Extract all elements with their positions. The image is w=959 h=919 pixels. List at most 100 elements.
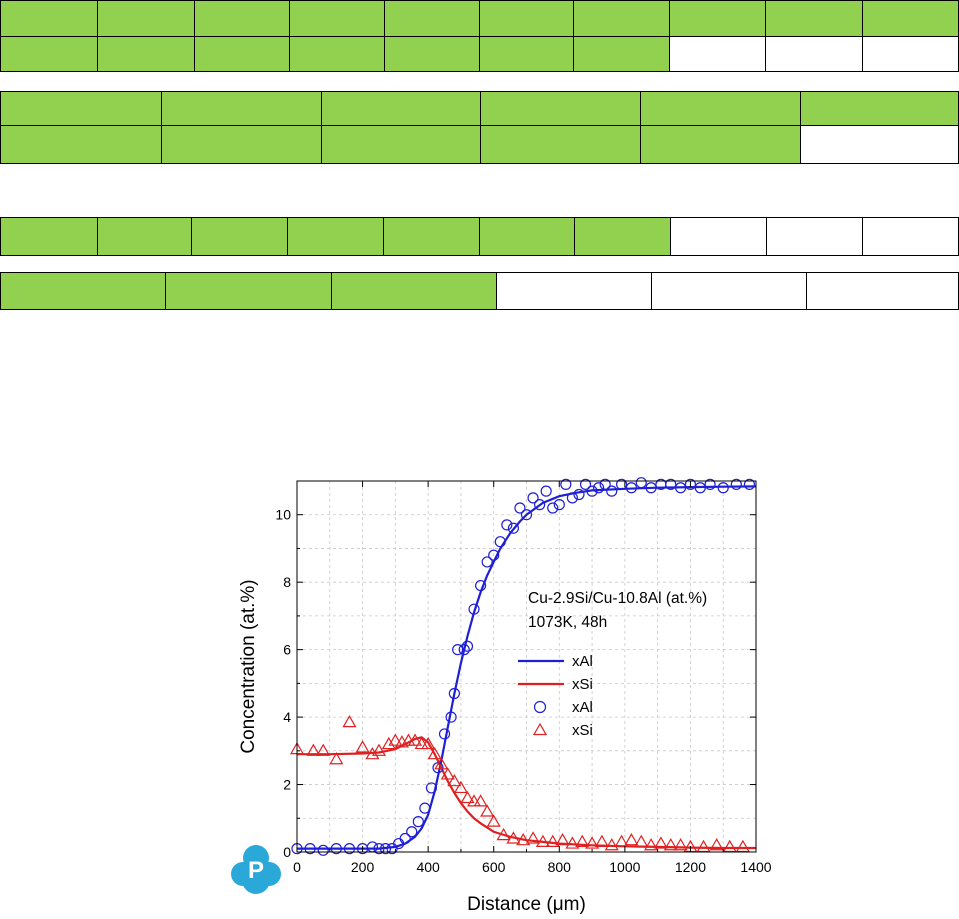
chart-ticks: 0 200 400 600 800 1000 1200 1400 0 2 4 6 8 10 <box>275 481 772 875</box>
data-point-xAl <box>379 843 392 855</box>
table-cell-filled <box>1 218 98 256</box>
data-point-xAl <box>412 816 424 828</box>
x-tick-label: 800 <box>548 859 572 875</box>
data-point-xAl <box>593 482 605 494</box>
data-point-xSi <box>735 839 750 853</box>
data-point-xAl <box>586 485 598 497</box>
data-point-xAl <box>514 502 526 514</box>
legend-swatch-circle <box>533 700 547 714</box>
table-cell-filled <box>479 218 576 256</box>
table-cell-empty <box>807 273 959 310</box>
data-point-xSi <box>316 743 331 756</box>
data-point-xAl <box>501 519 513 531</box>
data-point-xAl <box>635 477 647 489</box>
data-point-xSi <box>506 831 521 844</box>
data-point-xSi <box>585 836 600 849</box>
data-point-xAl <box>475 579 487 592</box>
data-point-xAl <box>599 478 611 490</box>
data-point-xSi <box>407 733 423 746</box>
table-cell-filled <box>161 126 322 164</box>
table-cell-filled <box>481 126 642 164</box>
chart-annotation-alloy: Cu-2.9Si/Cu-10.8Al (at.%) <box>528 590 707 607</box>
table-cell-filled <box>383 218 480 256</box>
data-point-xSi <box>535 834 550 847</box>
pandat-logo-icon: P <box>231 845 281 894</box>
data-point-xSi <box>381 736 396 750</box>
y-tick-label: 10 <box>275 507 291 523</box>
data-point-xAl <box>445 711 457 723</box>
data-point-xSi <box>663 838 678 851</box>
data-point-xAl <box>674 482 687 494</box>
data-point-xSi <box>722 839 737 853</box>
chart-legend: xAl xSi xAl xSi <box>518 653 593 739</box>
data-point-xAl <box>507 522 519 534</box>
data-point-xAl <box>366 841 379 853</box>
table-block-3-row-1 <box>0 217 959 256</box>
x-tick-label: 1400 <box>740 859 771 875</box>
table-cell-empty <box>671 218 768 256</box>
table-cell-filled <box>194 37 290 72</box>
data-point-xSi <box>427 746 442 760</box>
series-line-xAl <box>297 485 757 850</box>
data-point-xSi <box>634 834 649 847</box>
table-cell-filled <box>863 1 959 37</box>
data-point-xSi <box>516 832 531 846</box>
data-point-xAl <box>494 536 506 548</box>
table-cell-filled <box>321 126 482 164</box>
y-tick-label: 6 <box>283 642 291 658</box>
table-cell-filled <box>479 37 575 72</box>
data-point-xSi <box>565 836 580 849</box>
data-point-xSi <box>696 839 711 853</box>
legend-label: xAl <box>572 653 593 670</box>
data-point-xAl <box>438 728 451 740</box>
table-cell-filled <box>191 218 288 256</box>
table-block-1-row-1 <box>0 0 959 37</box>
table-cell-empty <box>863 218 959 256</box>
table-cell-filled <box>641 92 802 126</box>
y-tick-label: 4 <box>283 709 291 725</box>
table-cell-filled <box>1 37 98 72</box>
x-tick-label: 600 <box>482 859 506 875</box>
data-point-xSi <box>365 746 380 760</box>
legend-label: xSi <box>572 722 593 739</box>
table-cell-empty <box>652 273 808 310</box>
data-point-xSi <box>496 827 511 841</box>
data-point-xAl <box>452 644 464 656</box>
table-cell-empty <box>766 37 864 72</box>
table-cell-filled <box>194 1 290 37</box>
table-cell-filled <box>766 1 864 37</box>
data-point-xAl <box>665 478 677 490</box>
table-cell-filled <box>1 1 98 37</box>
data-point-xAl <box>704 478 716 490</box>
table-cell-filled <box>574 37 671 72</box>
data-point-xAl <box>488 549 500 561</box>
y-axis-title: Concentration (at.%) <box>238 579 259 753</box>
table-cell-filled <box>384 1 480 37</box>
table-block-4-row-1 <box>0 272 959 310</box>
data-point-xAl <box>330 843 342 855</box>
data-point-xAl <box>684 478 697 490</box>
logo-letter: P <box>248 857 264 884</box>
data-point-xAl <box>547 502 559 514</box>
x-tick-label: 1200 <box>675 859 706 875</box>
data-point-xAl <box>481 556 493 568</box>
legend-label: xSi <box>572 676 593 693</box>
table-block-2-row-1 <box>0 91 959 126</box>
data-point-xSi <box>355 740 370 753</box>
data-point-xAl <box>304 843 316 855</box>
table-cell-filled <box>97 1 195 37</box>
data-point-xSi <box>440 767 455 780</box>
data-point-xSi <box>434 757 449 770</box>
data-point-xAl <box>566 492 579 504</box>
data-point-xAl <box>625 482 638 494</box>
table-cell-filled <box>331 273 498 310</box>
table-cell-filled <box>1 273 166 310</box>
table-cell-filled <box>1 92 162 126</box>
data-point-xAl <box>458 644 470 656</box>
legend-label: xAl <box>572 699 593 716</box>
data-point-xAl <box>534 499 546 511</box>
data-point-xSi <box>604 838 619 851</box>
table-cell-filled <box>575 218 672 256</box>
data-point-xSi <box>614 834 629 847</box>
data-point-xAl <box>468 603 480 615</box>
